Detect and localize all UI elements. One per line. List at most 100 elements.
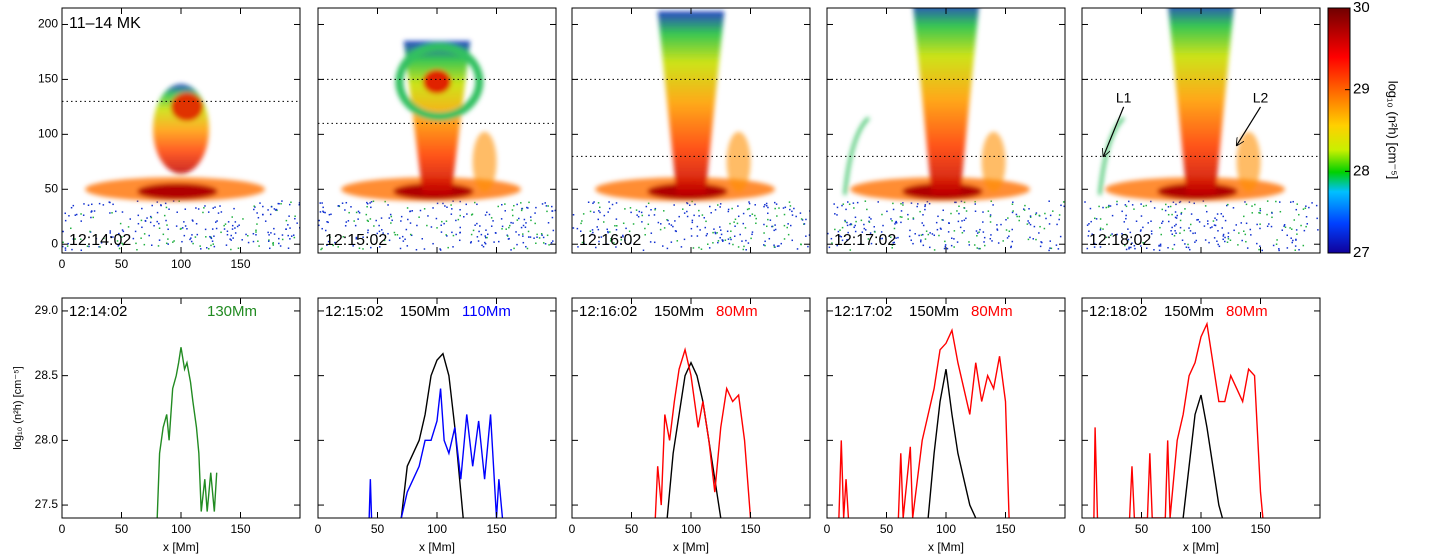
noise <box>162 233 165 236</box>
noise <box>944 240 946 243</box>
noise <box>150 244 153 246</box>
noise <box>255 229 257 232</box>
noise <box>1185 246 1188 248</box>
noise <box>691 219 694 222</box>
noise <box>1266 213 1268 216</box>
noise <box>203 207 205 209</box>
noise <box>1244 201 1246 203</box>
noise <box>474 224 476 226</box>
noise <box>754 204 756 206</box>
noise <box>451 208 453 210</box>
noise <box>1125 248 1128 251</box>
noise <box>873 226 875 228</box>
noise <box>516 219 519 221</box>
noise <box>1208 241 1210 244</box>
noise <box>287 247 290 249</box>
noise <box>979 247 981 250</box>
noise <box>926 200 929 203</box>
noise <box>742 248 745 251</box>
noise <box>856 201 859 204</box>
x-tick-label: 100 <box>427 522 447 536</box>
noise <box>674 230 677 232</box>
noise <box>484 235 486 237</box>
noise <box>891 244 894 246</box>
noise <box>827 232 829 235</box>
x-tick-label: 100 <box>171 522 191 536</box>
noise <box>927 233 930 236</box>
noise <box>477 240 480 242</box>
noise <box>410 234 413 237</box>
noise <box>355 238 358 240</box>
noise <box>191 219 194 221</box>
series-line <box>654 347 752 518</box>
noise <box>755 217 757 220</box>
noise <box>365 213 368 216</box>
noise <box>546 234 549 237</box>
x-tick-label: 150 <box>1250 522 1270 536</box>
noise <box>614 224 616 227</box>
noise <box>1276 239 1278 241</box>
noise <box>507 238 510 240</box>
noise <box>983 244 986 247</box>
noise <box>924 204 927 206</box>
noise <box>1245 203 1248 206</box>
noise <box>1278 249 1280 252</box>
noise <box>366 201 368 204</box>
noise <box>1290 228 1293 230</box>
noise <box>892 202 894 205</box>
noise <box>469 242 472 244</box>
noise <box>1131 204 1134 206</box>
noise <box>974 210 977 212</box>
noise <box>764 244 766 247</box>
noise <box>644 234 646 236</box>
noise <box>262 213 264 216</box>
noise <box>513 204 515 207</box>
noise <box>404 238 406 241</box>
noise <box>290 201 292 204</box>
noise <box>254 206 256 208</box>
noise <box>1203 225 1206 227</box>
noise <box>830 237 833 240</box>
panel-content <box>368 352 504 518</box>
noise <box>1162 220 1164 223</box>
noise <box>1008 230 1011 233</box>
noise <box>149 215 152 218</box>
legend-entry: 80Mm <box>716 303 758 320</box>
noise <box>1229 239 1232 242</box>
noise <box>731 207 733 210</box>
noise <box>1133 208 1135 210</box>
noise <box>202 211 204 214</box>
noise <box>776 215 778 217</box>
noise <box>137 214 140 217</box>
noise <box>1286 234 1288 237</box>
noise <box>432 242 434 245</box>
noise <box>407 218 409 221</box>
noise <box>1011 240 1014 243</box>
noise <box>520 209 523 212</box>
noise <box>854 224 856 227</box>
noise <box>707 243 709 245</box>
noise <box>1171 213 1173 216</box>
noise <box>982 221 984 223</box>
x-tick-label: 100 <box>681 522 701 536</box>
noise <box>337 246 339 248</box>
noise <box>933 249 936 251</box>
noise <box>1125 214 1127 217</box>
noise <box>706 233 708 235</box>
noise <box>452 234 455 237</box>
noise <box>1028 222 1030 224</box>
noise <box>1304 207 1307 209</box>
colorbar-tick-label: 30 <box>1353 0 1370 16</box>
noise <box>902 202 904 204</box>
noise <box>195 222 198 225</box>
noise <box>1089 207 1092 210</box>
noise <box>844 219 846 222</box>
noise <box>716 232 718 234</box>
noise <box>326 221 328 223</box>
noise <box>399 247 402 250</box>
noise <box>538 237 541 239</box>
noise <box>724 239 727 241</box>
noise <box>783 224 786 227</box>
noise <box>870 218 872 220</box>
noise <box>447 246 449 249</box>
